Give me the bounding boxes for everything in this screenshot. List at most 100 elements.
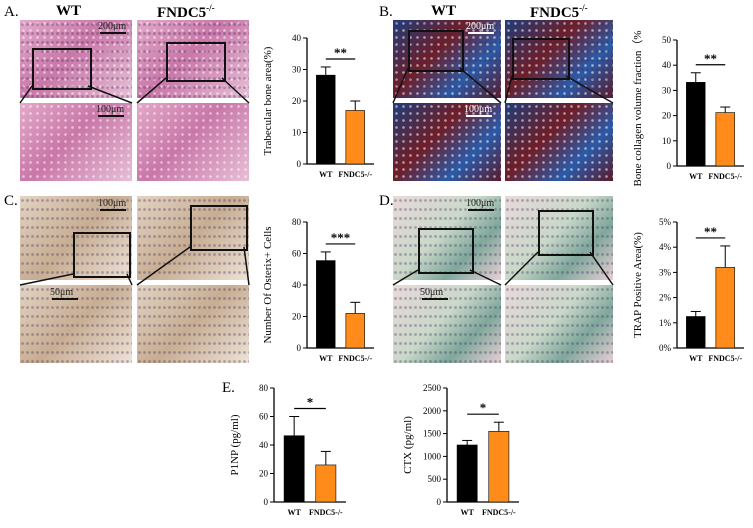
micrograph-b-ko-low — [505, 20, 613, 98]
y-tick-label: 0 — [667, 161, 672, 171]
y-tick-label: 20 — [662, 111, 672, 121]
y-axis-label: P1NP (pg/ml) — [229, 414, 241, 475]
significance-label: ** — [334, 45, 347, 60]
micrograph-a-ko-high — [137, 103, 249, 181]
y-tick-label: 30 — [662, 85, 672, 95]
chart-ctx: 0 500 1000 1500 2000 2500 CTX (pg/ml) WT FNDC5-/… — [402, 383, 519, 517]
bar-ko — [715, 112, 735, 167]
bar-ko — [715, 267, 735, 349]
bar-ko — [488, 431, 510, 503]
y-axis-label: CTX (pg/ml) — [402, 416, 414, 474]
y-tick-label: 20 — [292, 96, 302, 106]
scale-bar-label: 200μm — [98, 21, 127, 34]
zoom-box — [512, 38, 570, 80]
bar-wt — [686, 82, 706, 167]
y-tick-label: 30 — [292, 65, 302, 75]
y-tick-label: 60 — [292, 249, 302, 259]
y-tick-label: 40 — [292, 280, 302, 290]
bar-wt — [456, 444, 478, 503]
group-label-ko-a: FNDC5-/- — [157, 3, 215, 21]
bar-wt — [316, 74, 336, 165]
significance-label: *** — [331, 230, 351, 245]
y-tick-label: 5% — [659, 217, 672, 227]
x-tick-label: WT — [689, 172, 703, 181]
zoom-box — [538, 210, 594, 256]
y-tick-label: 40 — [662, 60, 672, 70]
zoom-box — [166, 42, 226, 82]
x-tick-label: WT — [689, 354, 703, 363]
zoom-box — [190, 205, 248, 251]
micrograph-c-ko-low — [137, 196, 249, 280]
panel-label-c: C. — [4, 193, 18, 209]
bar-wt — [316, 260, 336, 349]
y-tick-label: 1000 — [423, 451, 442, 461]
x-tick-label: FNDC5-/- — [338, 354, 372, 363]
y-tick-label: 2500 — [423, 383, 442, 393]
chart-trabecular-bone-area: 0 10 20 30 40 Trabecular bone area(%) WT FNDC5-… — [262, 33, 374, 179]
scale-bar-label: 100μm — [464, 104, 493, 117]
x-tick-label: FNDC5-/- — [338, 170, 372, 179]
y-tick-label: 0 — [437, 497, 442, 507]
y-axis-label: TRAP Positive Area(%) — [632, 232, 644, 338]
y-tick-label: 50 — [662, 35, 672, 45]
significance-label: * — [480, 400, 487, 415]
y-tick-label: 1500 — [423, 429, 442, 439]
x-tick-label: FNDC5-/- — [708, 172, 742, 181]
micrograph-c-ko-high — [137, 285, 249, 363]
x-tick-label: FNDC5-/- — [309, 508, 343, 517]
bar-ko — [345, 313, 365, 349]
scale-bar-label: 200μm — [466, 21, 495, 34]
y-tick-label: 20 — [292, 312, 302, 322]
significance-label: ** — [704, 51, 717, 66]
x-tick-label: WT — [287, 508, 301, 517]
micrograph-b-wt-low — [393, 20, 501, 98]
y-tick-label: 0% — [659, 343, 672, 353]
x-tick-label: WT — [319, 170, 333, 179]
y-tick-label: 10 — [292, 128, 302, 138]
panel-label-e: E. — [222, 380, 235, 396]
x-tick-label: FNDC5-/- — [482, 508, 516, 517]
y-axis-label: Trabecular bone area(%) — [262, 46, 274, 155]
zoom-box — [73, 232, 131, 278]
zoom-box — [32, 48, 92, 90]
scale-bar-label: 100μm — [96, 104, 125, 117]
chart-p1np: 0 20 40 60 80 P1NP (pg/ml) WT FNDC5-/- * — [229, 383, 346, 517]
x-tick-label: FNDC5-/- — [708, 354, 742, 363]
bar-wt — [686, 316, 706, 349]
y-axis-label: Number Of Osterix+ Cells — [262, 226, 274, 343]
micrograph-d-ko-high — [505, 285, 613, 363]
scale-bar-label: 100μm — [466, 198, 495, 211]
group-label-ko-b: FNDC5-/- — [530, 3, 588, 21]
y-tick-label: 0 — [297, 159, 302, 169]
y-tick-label: 500 — [428, 474, 442, 484]
y-tick-label: 1% — [659, 318, 672, 328]
chart-bone-collagen: 0 10 20 30 40 50 Bone collagen volume fraction… — [631, 30, 744, 187]
micrograph-c-wt-high — [20, 285, 132, 363]
scale-bar-label: 50μm — [420, 287, 448, 300]
y-tick-label: 0 — [297, 343, 302, 353]
panel-label-b: B. — [379, 4, 393, 20]
y-tick-label: 3% — [659, 267, 672, 277]
x-tick-label: WT — [460, 508, 474, 517]
y-axis-label: Bone collagen volume fraction（%） — [631, 30, 644, 187]
bar-ko — [315, 464, 337, 503]
panel-label-a: A. — [4, 4, 19, 20]
zoom-box — [418, 228, 474, 274]
chart-osterix-cells: 0 20 40 60 80 Number Of Osterix+ Cells WT FNDC5… — [262, 217, 374, 363]
group-label-wt-a: WT — [56, 3, 82, 19]
y-tick-label: 40 — [259, 440, 269, 450]
y-tick-label: 10 — [662, 136, 672, 146]
x-tick-label: WT — [319, 354, 333, 363]
group-label-wt-b: WT — [431, 3, 457, 19]
y-tick-label: 20 — [259, 469, 269, 479]
y-tick-label: 0 — [264, 497, 269, 507]
chart-trap-area: 0% 1% 2% 3% 4% 5% TRAP Positive Area(%) WT FNDC5… — [632, 217, 744, 363]
scale-bar-label: 50μm — [50, 287, 78, 300]
y-tick-label: 80 — [259, 383, 269, 393]
micrograph-a-wt-low — [20, 20, 132, 98]
scale-bar-label: 100μm — [98, 198, 127, 211]
y-tick-label: 80 — [292, 217, 302, 227]
y-tick-label: 60 — [259, 412, 269, 422]
significance-label: * — [307, 395, 314, 410]
